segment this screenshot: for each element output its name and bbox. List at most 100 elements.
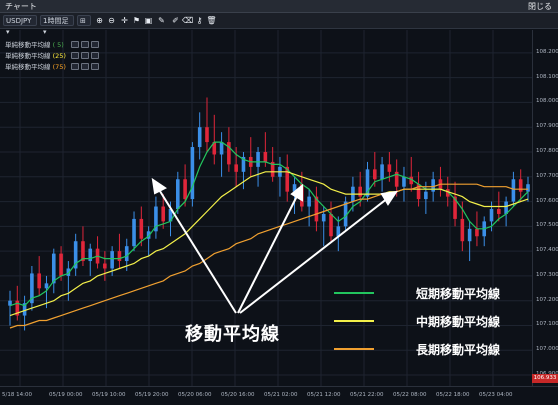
legend-period: (75) <box>50 63 66 71</box>
crosshair-icon[interactable]: ✛ <box>121 16 128 25</box>
candle-body <box>263 152 268 162</box>
legend-row: 単純移動平均線 (25) <box>5 51 125 61</box>
settings-icon[interactable] <box>71 63 79 70</box>
candle-body <box>15 300 20 316</box>
candle-body <box>416 184 421 200</box>
visibility-icon[interactable] <box>81 41 89 48</box>
arrow-head <box>380 190 399 206</box>
candle-body <box>380 164 384 180</box>
legend-label: 単純移動平均線 <box>5 63 51 71</box>
price-tick-label: 107.500 <box>536 222 558 229</box>
candle-body <box>132 218 136 247</box>
arrow-head <box>151 177 167 195</box>
annotation-label: 移動平均線 <box>185 324 280 345</box>
candle-body <box>190 147 195 200</box>
lock-icon[interactable]: ⚷ <box>196 16 203 25</box>
candle-body <box>146 231 151 239</box>
save-icon[interactable]: ▣ <box>144 16 153 25</box>
symbol-value: USDJPY <box>6 17 32 25</box>
price-tick-label: 107.000 <box>536 346 558 353</box>
settings-icon[interactable] <box>71 41 79 48</box>
candle-body <box>329 213 333 237</box>
candle-body <box>8 300 12 306</box>
draw-line-icon[interactable]: ✎ <box>158 16 165 25</box>
time-tick-label: 05/19 00:00 <box>49 392 83 398</box>
timeframe-value: 1時間足 <box>43 17 69 25</box>
price-tick-label: 107.100 <box>536 321 558 328</box>
candle-body <box>504 201 508 214</box>
key-label: 長期移動平均線 <box>416 343 501 357</box>
chart-type-select[interactable]: ⊞ <box>77 15 91 26</box>
candle-body <box>168 209 173 222</box>
key-swatch <box>334 348 374 350</box>
time-axis[interactable]: 5/18 14:00 05/19 00:00 05/19 10:00 05/19 20… <box>0 386 558 405</box>
arrow-line <box>237 193 299 314</box>
arrow-line <box>239 197 389 314</box>
price-tick-label: 107.700 <box>536 172 558 179</box>
timeframe-select[interactable]: 1時間足 ▾ <box>40 15 74 36</box>
arrow-head <box>290 183 303 202</box>
candle-body <box>343 201 348 227</box>
key-row: 短期移動平均線 <box>332 283 527 303</box>
current-price-label: 106.933 <box>532 374 558 383</box>
time-tick-label: 5/18 14:00 <box>2 392 32 398</box>
candle-body <box>402 176 406 187</box>
eraser-icon[interactable]: ⌫ <box>182 16 194 25</box>
pen-icon[interactable]: ✐ <box>172 16 179 25</box>
legend-row: 単純移動平均線 ( 5) <box>5 40 125 50</box>
candle-body <box>453 196 457 219</box>
candle-body <box>518 179 523 192</box>
key-label: 中期移動平均線 <box>416 315 501 329</box>
visibility-icon[interactable] <box>81 52 89 59</box>
zoom-out-icon[interactable]: ⊖ <box>108 16 115 25</box>
chart-grid <box>0 30 532 386</box>
price-tick-label: 108.200 <box>536 48 558 55</box>
window-title: チャート <box>5 2 37 11</box>
candle-body <box>81 241 85 262</box>
close-button[interactable]: 閉じる <box>528 2 552 11</box>
candle-body <box>22 303 27 316</box>
candle-body <box>511 179 516 202</box>
price-tick-label: 107.900 <box>536 123 558 130</box>
candle-body <box>241 156 246 172</box>
price-axis[interactable]: 108.200 108.100 108.000 107.900 107.800 107.7… <box>532 30 558 386</box>
time-tick-label: 05/19 20:00 <box>135 392 169 398</box>
delete-icon[interactable]: 🗑 <box>206 16 217 25</box>
symbol-select[interactable]: USDJPY ▾ <box>3 15 37 36</box>
price-tick-label: 107.400 <box>536 247 558 254</box>
annotation-arrows <box>151 177 399 314</box>
time-tick-label: 05/19 10:00 <box>92 392 126 398</box>
remove-icon[interactable] <box>91 63 99 70</box>
visibility-icon[interactable] <box>81 63 89 70</box>
candle-body <box>292 184 297 192</box>
candle-body <box>431 179 435 192</box>
title-bar: チャート 閉じる <box>0 0 558 13</box>
long-ma-line <box>9 183 528 329</box>
candle-body <box>270 161 275 177</box>
zoom-in-icon[interactable]: ⊕ <box>96 16 103 25</box>
price-tick-label: 107.300 <box>536 271 558 278</box>
candle-body <box>358 186 362 197</box>
remove-icon[interactable] <box>91 52 99 59</box>
candle-body <box>307 196 311 207</box>
candle-body <box>409 176 414 185</box>
price-tick-label: 108.000 <box>536 98 558 105</box>
arrow-line <box>157 187 237 314</box>
candle-body <box>212 142 217 155</box>
candle-body <box>365 169 370 197</box>
settings-icon[interactable] <box>71 52 79 59</box>
candle-body <box>73 241 78 269</box>
price-chart[interactable] <box>0 30 532 386</box>
time-tick-label: 05/21 22:00 <box>350 392 384 398</box>
key-label: 短期移動平均線 <box>416 287 501 301</box>
key-row: 長期移動平均線 <box>332 339 527 359</box>
time-tick-label: 05/21 02:00 <box>264 392 298 398</box>
candle-body <box>183 179 187 200</box>
indicator-icon[interactable]: ⚑ <box>132 16 141 25</box>
candle-body <box>37 273 41 289</box>
time-tick-label: 05/22 08:00 <box>393 392 427 398</box>
legend-period: ( 5) <box>50 41 64 49</box>
legend-period: (25) <box>50 52 66 60</box>
remove-icon[interactable] <box>91 41 99 48</box>
price-tick-label: 107.600 <box>536 197 558 204</box>
